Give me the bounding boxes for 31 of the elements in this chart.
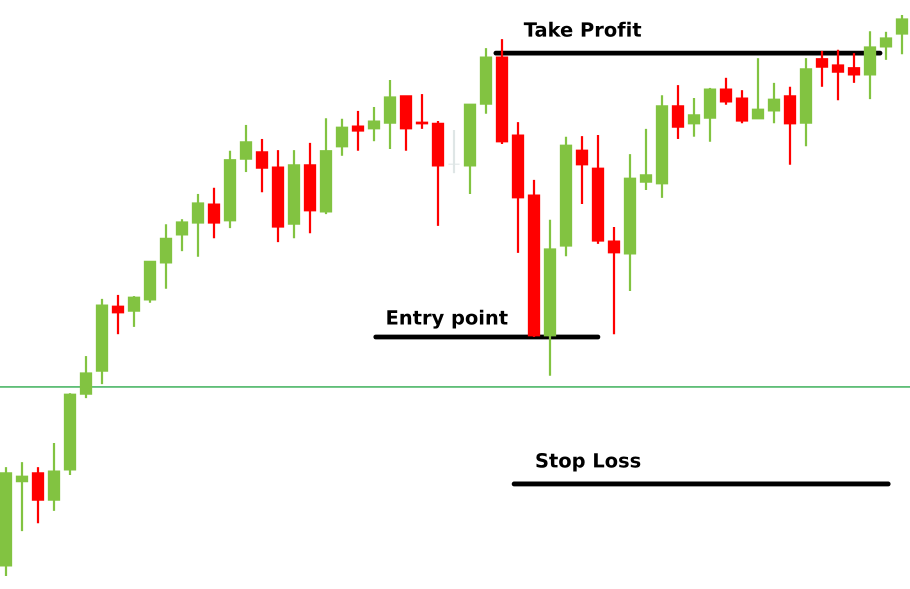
candlestick	[816, 50, 828, 88]
candlestick	[16, 460, 28, 532]
candlestick	[688, 96, 700, 138]
ref-line-label: Take Profit	[524, 22, 642, 37]
candlestick	[672, 84, 684, 140]
candlestick	[608, 226, 620, 336]
candlestick	[240, 124, 252, 174]
candlestick	[832, 48, 844, 102]
candlestick	[112, 294, 124, 336]
candlestick	[848, 52, 860, 84]
candlestick	[880, 30, 892, 61]
candlestick	[256, 138, 268, 194]
ref-line-label: Stop Loss	[536, 453, 640, 472]
candlestick	[720, 76, 732, 106]
candlestick	[176, 218, 188, 252]
candlestick	[80, 354, 92, 400]
candlestick	[368, 106, 380, 142]
candlestick	[352, 110, 364, 152]
candlestick	[752, 57, 764, 120]
candlestick	[576, 135, 588, 206]
candlestick	[208, 186, 220, 240]
candlestick	[736, 89, 748, 124]
ref-line-label: Entry point	[387, 310, 508, 329]
candlestick	[128, 294, 140, 328]
candlestick	[640, 128, 652, 192]
candlestick	[192, 192, 204, 258]
candlestick	[448, 128, 460, 174]
candlestick	[768, 82, 780, 124]
candlestick	[896, 14, 908, 56]
candlestick	[336, 118, 348, 157]
candlestick	[416, 92, 428, 130]
